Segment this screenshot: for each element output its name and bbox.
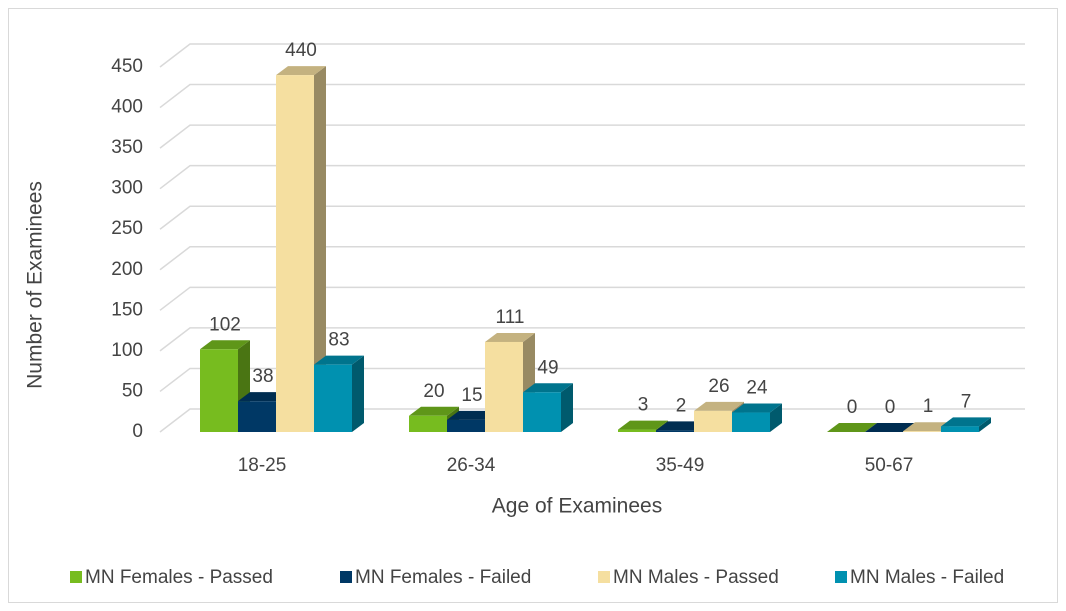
bar-top: [865, 423, 915, 432]
x-tick-label: 26-34: [447, 455, 496, 476]
data-label: 440: [285, 40, 317, 61]
bar-top: [694, 401, 744, 411]
legend-swatch: [835, 571, 847, 583]
data-label: 7: [961, 391, 972, 412]
data-label: 24: [746, 378, 768, 399]
data-label: 1: [923, 396, 934, 417]
y-tick-label: 450: [111, 56, 143, 77]
y-tick-label: 250: [111, 218, 143, 239]
legend-swatch: [598, 571, 610, 583]
grid-line: [159, 164, 1025, 190]
y-tick-label: 300: [111, 178, 143, 199]
y-tick-label: 150: [111, 299, 143, 320]
legend-swatch: [340, 571, 352, 583]
bar-side: [352, 355, 364, 432]
data-label: 49: [537, 357, 558, 378]
bar-top: [409, 406, 459, 416]
bar: [523, 392, 561, 432]
bar-top: [656, 421, 706, 431]
bar-top: [200, 340, 250, 350]
bar-top: [485, 332, 535, 342]
bar-top: [238, 392, 288, 402]
bar: [447, 419, 485, 432]
grid-line: [159, 124, 1025, 149]
x-axis-title: Age of Examinees: [492, 495, 662, 518]
bar-side: [561, 383, 573, 432]
data-label: 38: [252, 366, 273, 387]
grid-line: [159, 246, 1025, 271]
legend-label: MN Males - Passed: [613, 567, 779, 588]
data-label: 83: [328, 330, 349, 351]
x-tick-label: 35-49: [656, 455, 705, 476]
bar: [276, 75, 314, 432]
bar-side: [314, 66, 326, 432]
bar-top: [732, 403, 782, 413]
grid-line: [159, 327, 1025, 352]
bar-top: [276, 66, 326, 76]
bar: [694, 410, 732, 432]
bar: [903, 431, 941, 432]
data-label: 0: [885, 397, 896, 418]
data-label: 20: [423, 381, 444, 402]
legend-swatch: [70, 571, 82, 583]
y-tick-label: 100: [111, 340, 143, 361]
data-label: 111: [496, 307, 525, 328]
y-tick-label: 200: [111, 259, 143, 280]
bar-top: [941, 417, 991, 427]
bar: [409, 415, 447, 432]
grid-line: [159, 367, 1025, 393]
bar-side: [979, 417, 991, 432]
data-label: 102: [209, 314, 241, 335]
bar: [314, 364, 352, 432]
bar-top: [903, 422, 953, 432]
bar-side: [770, 403, 782, 432]
bar: [485, 341, 523, 432]
y-tick-label: 50: [122, 380, 143, 401]
legend-label: MN Females - Passed: [85, 567, 273, 588]
bar: [238, 401, 276, 432]
data-label: 2: [676, 395, 687, 416]
x-tick-label: 50-67: [865, 455, 914, 476]
data-label: 26: [708, 376, 729, 397]
grid-line: [159, 286, 1025, 311]
bar-top: [618, 420, 668, 430]
grid-line: [159, 83, 1025, 109]
y-tick-label: 0: [132, 421, 143, 442]
data-label: 0: [847, 397, 858, 418]
y-axis-title: Number of Examinees: [24, 181, 47, 389]
x-tick-label: 18-25: [238, 455, 287, 476]
bar: [618, 429, 656, 432]
y-tick-label: 350: [111, 137, 143, 158]
bar-top: [523, 383, 573, 393]
bar-top: [314, 355, 364, 365]
data-label: 15: [461, 385, 482, 406]
legend-label: MN Females - Failed: [355, 567, 531, 588]
bar: [200, 349, 238, 432]
chart-border: [8, 8, 1058, 603]
grid-line: [159, 43, 1025, 68]
bar-top: [827, 423, 877, 432]
legend-label: MN Males - Failed: [850, 567, 1004, 588]
data-label: 3: [638, 395, 649, 416]
bar: [732, 412, 770, 432]
bar: [941, 426, 979, 432]
bar-top: [447, 410, 497, 420]
bar: [656, 430, 694, 432]
grid-line: [159, 205, 1025, 230]
y-tick-label: 400: [111, 97, 143, 118]
